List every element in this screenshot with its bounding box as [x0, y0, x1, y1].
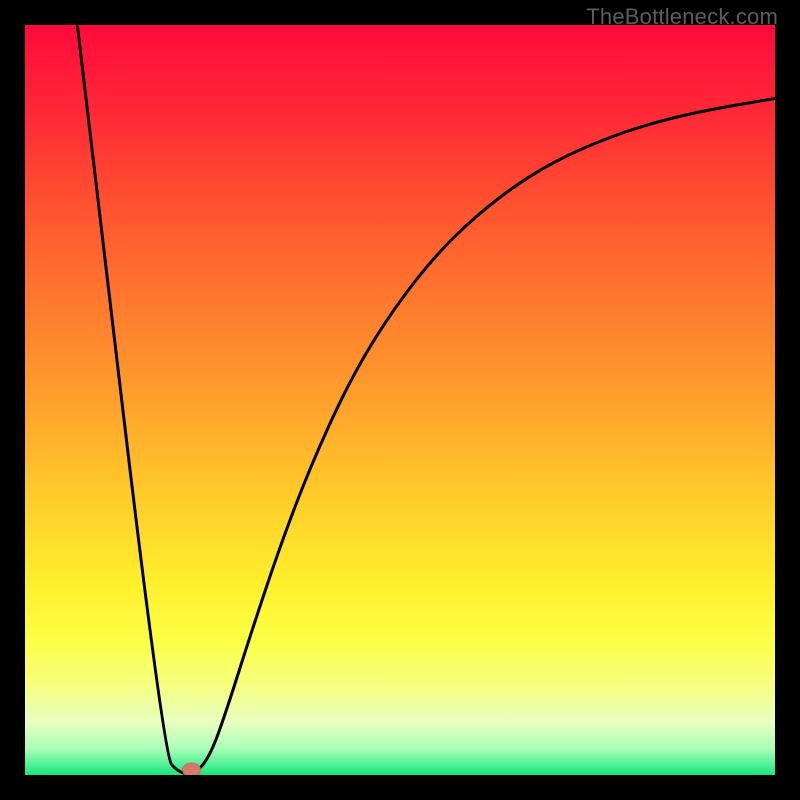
heat-gradient-background [25, 25, 775, 775]
chart-plot-area [25, 25, 775, 775]
bottleneck-curve-chart [25, 25, 775, 775]
optimal-point-marker [183, 763, 201, 775]
watermark-text: TheBottleneck.com [586, 4, 778, 30]
